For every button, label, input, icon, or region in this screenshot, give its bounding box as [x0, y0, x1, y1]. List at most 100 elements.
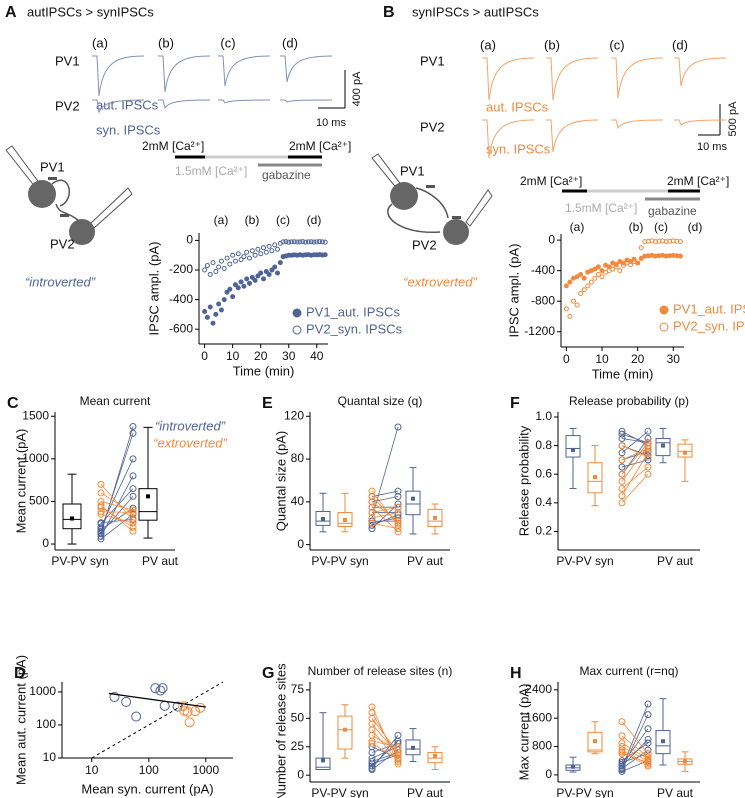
y-axis-label: Number of release sites: [273, 663, 288, 798]
x-tick-label: PV aut: [657, 554, 694, 568]
pair-line: [371, 426, 399, 519]
pair-point: [644, 442, 652, 450]
pair-point: [97, 502, 105, 510]
point: [224, 289, 230, 295]
pair-line: [621, 448, 649, 461]
trace: [611, 57, 664, 99]
y-tick-label: 1.0: [535, 409, 552, 423]
pair-point: [644, 758, 652, 766]
y-tick-label: 75: [291, 682, 305, 696]
trace: [280, 55, 333, 83]
point: [218, 307, 224, 313]
box: [427, 508, 443, 527]
pair-line: [621, 749, 649, 765]
point: [213, 311, 219, 317]
pair-line: [621, 450, 649, 461]
pair-line: [621, 735, 649, 758]
pair-point: [97, 532, 105, 540]
mean-marker: [411, 496, 415, 501]
pair-point: [644, 427, 652, 435]
trace-note: aut. IPSCs: [486, 99, 549, 114]
y-tick-label: 0: [545, 767, 552, 781]
point: [244, 276, 250, 282]
pair-line: [100, 488, 134, 524]
x-tick-label: 40: [310, 349, 324, 363]
panel-letter: B: [383, 4, 395, 21]
x-tick-label: 100: [139, 763, 159, 777]
point: [599, 274, 605, 280]
panel-letter: D: [14, 665, 26, 682]
point: [241, 254, 247, 260]
point: [202, 308, 208, 314]
pair-point: [394, 423, 402, 431]
panel-letter: C: [7, 395, 19, 412]
point: [261, 276, 266, 282]
panel-letter: H: [510, 665, 522, 682]
point: [207, 304, 213, 310]
pair-point: [394, 751, 402, 759]
point: [182, 706, 193, 717]
pair-line: [621, 452, 649, 496]
pair-point: [618, 456, 626, 464]
y-tick-label: 25: [291, 739, 305, 753]
mean-marker: [433, 753, 437, 758]
point: [249, 274, 255, 280]
condition-label: 2mM [Ca²⁺]: [289, 139, 351, 153]
point: [588, 279, 594, 285]
box: [315, 757, 331, 770]
mean-marker: [571, 447, 575, 452]
y-tick-label: 1600: [525, 710, 552, 724]
pair-point: [368, 737, 376, 745]
point: [150, 683, 161, 694]
pair-point: [618, 767, 626, 775]
mean-marker: [571, 764, 575, 769]
box: [427, 751, 443, 764]
box: [587, 462, 603, 494]
legend-label: “extroverted”: [153, 435, 227, 450]
point: [155, 685, 166, 696]
pair-point: [618, 430, 626, 438]
pair-point: [129, 422, 137, 430]
legend-label: PV2_syn. IPSCs: [306, 321, 403, 336]
pair-point: [394, 509, 402, 517]
neuron-diagram: [371, 153, 493, 245]
pair-line: [621, 751, 649, 767]
cell-label: PV2: [412, 237, 437, 252]
legend-label: PV1_aut. IPSCs: [673, 301, 745, 316]
trace-note: syn. IPSCs: [486, 141, 551, 156]
point: [221, 297, 227, 303]
pair-line: [371, 718, 399, 753]
annotation: (d): [307, 213, 322, 227]
trace: [158, 99, 211, 110]
annotation: (b): [245, 213, 260, 227]
point: [252, 252, 258, 258]
point: [195, 702, 206, 713]
x-tick-label: 10: [226, 349, 240, 363]
pair-point: [644, 735, 652, 743]
point: [628, 262, 634, 268]
trace: [611, 119, 664, 130]
point: [305, 239, 311, 245]
row-label: PV2: [55, 98, 80, 113]
pair-point: [97, 489, 105, 497]
pair-line: [621, 703, 649, 768]
pair-point: [394, 503, 402, 511]
pair-point: [644, 725, 652, 733]
pair-line: [621, 721, 649, 754]
point: [131, 711, 142, 722]
box: [337, 512, 353, 527]
pair-line: [100, 484, 134, 521]
pair-point: [129, 455, 137, 463]
condition-label: 2mM [Ca²⁺]: [520, 174, 582, 188]
point: [567, 313, 573, 319]
pair-point: [97, 526, 105, 534]
point: [291, 239, 297, 245]
y-axis-label: Max current (pA): [516, 684, 531, 781]
point: [303, 239, 309, 245]
x-tick-label: 10: [85, 763, 99, 777]
point: [232, 258, 238, 264]
box: [337, 715, 353, 750]
pair-point: [618, 732, 626, 740]
point: [677, 253, 683, 259]
